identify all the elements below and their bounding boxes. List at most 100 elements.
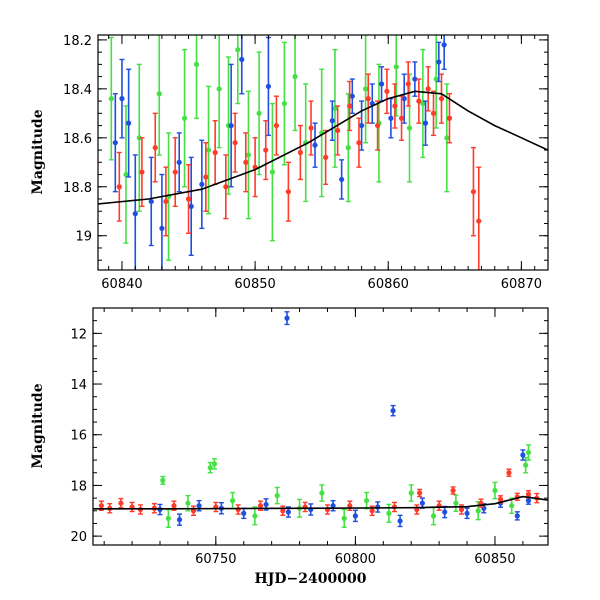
data-point <box>349 93 355 99</box>
data-point <box>388 115 394 121</box>
data-point <box>446 115 453 121</box>
data-point <box>148 198 154 205</box>
data-point <box>405 81 411 87</box>
data-point <box>384 88 390 94</box>
data-point <box>196 503 202 509</box>
data-point <box>243 159 249 165</box>
data-point <box>159 225 165 231</box>
data-point <box>398 115 405 121</box>
data-point <box>241 510 247 516</box>
data-point <box>207 465 213 471</box>
x-tick-label: 60860 <box>368 277 409 292</box>
data-point <box>123 171 129 178</box>
x-tick-label: 60850 <box>234 277 275 292</box>
data-point <box>216 86 222 92</box>
data-point <box>525 491 532 497</box>
x-tick-label: 60870 <box>501 277 542 292</box>
data-point <box>506 470 512 476</box>
data-point <box>116 184 122 190</box>
data-point <box>98 503 104 509</box>
y-tick-label: 20 <box>70 530 87 545</box>
y-tick-label: 18.2 <box>63 34 92 49</box>
data-point <box>374 122 381 129</box>
data-point <box>436 59 442 65</box>
data-point <box>332 105 338 112</box>
data-point <box>281 100 287 107</box>
data-point <box>181 115 188 121</box>
data-point <box>118 500 124 506</box>
data-point <box>438 96 445 102</box>
data-point <box>235 47 241 53</box>
data-point <box>442 509 448 515</box>
data-point <box>408 490 414 496</box>
data-point <box>509 503 515 509</box>
data-point <box>171 503 177 509</box>
series-red <box>116 61 482 270</box>
data-point <box>228 122 234 129</box>
x-axis-label: HJD−2400000 <box>255 571 367 587</box>
data-point <box>391 504 398 510</box>
series-green <box>160 444 532 528</box>
data-point <box>525 498 532 504</box>
data-point <box>199 181 205 187</box>
data-point <box>523 462 529 468</box>
data-point <box>393 64 399 70</box>
data-point <box>136 135 142 141</box>
data-point <box>412 76 418 82</box>
y-axis-label: Magnitude <box>30 109 46 194</box>
x-tick-label: 60750 <box>195 552 236 567</box>
data-point <box>335 127 341 134</box>
data-point <box>392 103 398 109</box>
data-point <box>284 315 290 321</box>
data-point <box>475 508 481 514</box>
data-point <box>444 135 450 141</box>
data-point <box>492 487 498 494</box>
data-point <box>458 506 465 513</box>
data-point <box>263 147 269 153</box>
data-point <box>229 498 236 504</box>
data-point <box>257 503 264 509</box>
data-point <box>292 74 298 80</box>
data-point <box>188 203 194 209</box>
data-point <box>514 513 520 519</box>
data-point <box>481 505 487 511</box>
data-point <box>273 122 280 129</box>
data-point <box>422 120 429 126</box>
data-point <box>330 503 336 509</box>
series-blue <box>157 311 532 528</box>
data-point <box>312 142 318 148</box>
data-point <box>223 184 229 190</box>
data-point <box>386 510 392 516</box>
data-point <box>450 487 456 494</box>
data-point <box>108 96 114 102</box>
data-point <box>375 504 381 510</box>
data-point <box>285 189 291 195</box>
data-point <box>363 498 370 504</box>
series-green <box>108 35 450 261</box>
plot-area <box>93 311 548 528</box>
data-point <box>203 174 209 180</box>
data-point <box>339 176 345 183</box>
data-point <box>112 140 118 146</box>
data-point <box>464 510 470 516</box>
data-point <box>308 125 314 131</box>
data-point <box>430 110 437 116</box>
data-point <box>476 218 482 224</box>
data-point <box>397 518 403 524</box>
data-point <box>126 120 132 126</box>
data-point <box>172 169 178 175</box>
data-point <box>347 503 353 509</box>
data-point <box>285 509 291 515</box>
data-point <box>359 122 365 129</box>
data-point <box>256 110 262 116</box>
data-point <box>430 513 437 519</box>
data-point <box>132 211 138 217</box>
data-point <box>212 149 218 156</box>
plot-area <box>98 35 548 270</box>
data-point <box>274 492 280 499</box>
series-blue <box>112 35 447 270</box>
x-tick-label: 60850 <box>474 552 515 567</box>
y-tick-label: 16 <box>70 429 87 444</box>
data-point <box>163 198 169 205</box>
